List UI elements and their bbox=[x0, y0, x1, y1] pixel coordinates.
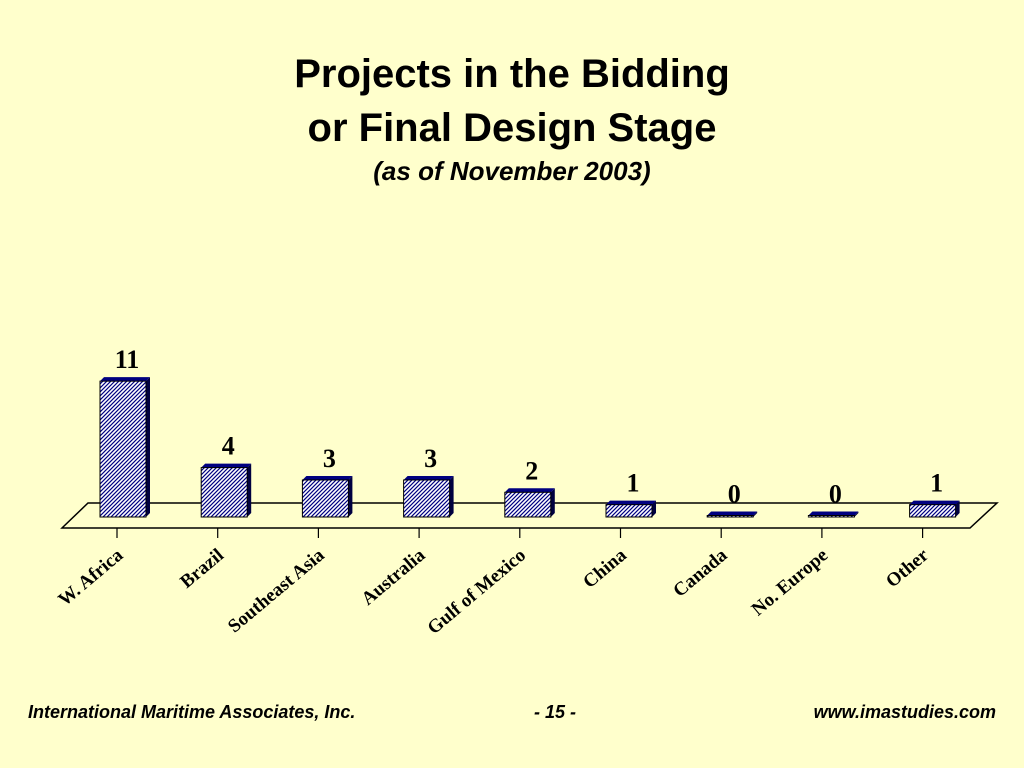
bar-southeast-asia bbox=[301, 479, 349, 518]
data-label-brazil: 4 bbox=[222, 432, 235, 461]
data-label-china: 1 bbox=[627, 469, 640, 498]
bar-side-canada bbox=[753, 511, 758, 517]
bar-top-brazil bbox=[201, 463, 252, 468]
data-label-canada: 0 bbox=[728, 480, 741, 509]
category-label-other: Other bbox=[882, 544, 933, 592]
bar-australia bbox=[403, 479, 451, 518]
bar-canada bbox=[706, 515, 754, 518]
tick-marks-group bbox=[116, 528, 924, 538]
bar-side-brazil bbox=[247, 463, 252, 517]
category-label-gulf-of-mexico: Gulf of Mexico bbox=[424, 545, 530, 639]
category-label-w-africa: W. Africa bbox=[54, 544, 127, 610]
data-label-gulf-of-mexico: 2 bbox=[525, 456, 538, 485]
bar-top-w-africa bbox=[100, 377, 150, 382]
bar-top-other bbox=[909, 500, 960, 505]
data-label-w-africa: 11 bbox=[115, 345, 140, 374]
bar-side-no-europe bbox=[854, 511, 859, 517]
chart-subtitle: (as of November 2003) bbox=[373, 156, 651, 186]
category-label-brazil: Brazil bbox=[176, 545, 228, 593]
bar-side-gulf-of-mexico bbox=[550, 488, 555, 517]
bar-side-other bbox=[955, 500, 960, 517]
bar-brazil bbox=[200, 467, 248, 518]
value-labels-group: 11 4 3 3 2 1 0 0 1 bbox=[115, 345, 943, 508]
data-label-southeast-asia: 3 bbox=[323, 444, 336, 473]
bar-top-china bbox=[606, 500, 656, 505]
data-label-no-europe: 0 bbox=[829, 480, 842, 509]
category-label-australia: Australia bbox=[358, 544, 430, 609]
chart-title-line2: or Final Design Stage bbox=[307, 106, 717, 150]
bars-group bbox=[99, 377, 960, 518]
category-label-southeast-asia: Southeast Asia bbox=[224, 544, 329, 637]
bar-top-gulf-of-mexico bbox=[504, 488, 555, 493]
bar-china bbox=[605, 504, 653, 518]
footer-company: International Maritime Associates, Inc. bbox=[28, 702, 356, 722]
data-label-other: 1 bbox=[930, 469, 943, 498]
bar-top-canada bbox=[707, 511, 758, 516]
footer-page-number: - 15 - bbox=[533, 702, 576, 722]
bar-w-africa bbox=[99, 380, 147, 518]
bar-gulf-of-mexico bbox=[504, 491, 552, 518]
bar-no-europe bbox=[807, 515, 855, 518]
bar-side-southeast-asia bbox=[348, 475, 353, 517]
category-label-china: China bbox=[579, 544, 631, 592]
category-label-no-europe: No. Europe bbox=[748, 545, 832, 621]
bar-other bbox=[909, 504, 957, 518]
bar-top-no-europe bbox=[808, 511, 859, 516]
bar-side-w-africa bbox=[146, 377, 150, 517]
data-label-australia: 3 bbox=[424, 444, 437, 473]
chart-title-line1: Projects in the Bidding bbox=[294, 52, 730, 96]
bar-top-southeast-asia bbox=[302, 475, 353, 480]
bar-side-china bbox=[652, 500, 656, 517]
bar-side-australia bbox=[449, 475, 454, 517]
category-label-canada: Canada bbox=[669, 544, 731, 601]
bar-top-australia bbox=[403, 475, 454, 480]
footer-website: www.imastudies.com bbox=[813, 702, 996, 722]
